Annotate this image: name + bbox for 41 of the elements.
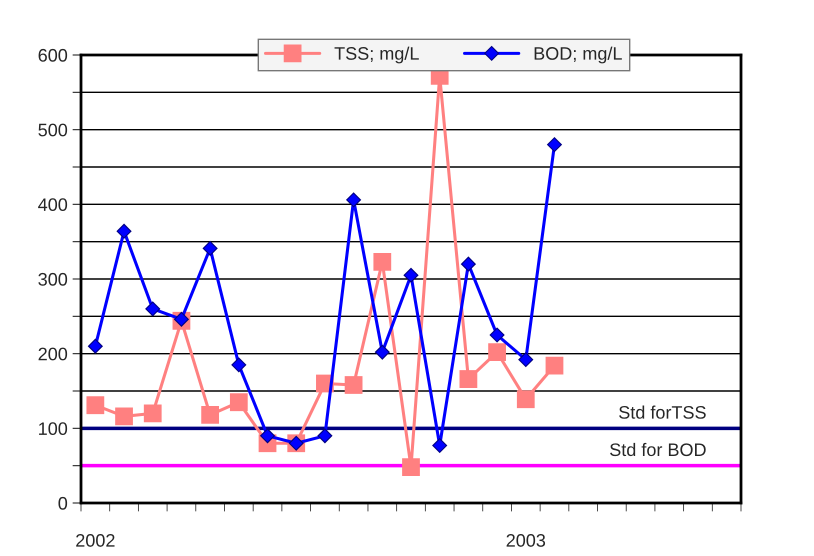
point: [202, 240, 218, 256]
point: [546, 356, 564, 374]
point: [373, 252, 392, 271]
point: [402, 458, 420, 476]
point: [201, 406, 220, 424]
point: [174, 312, 189, 327]
y-tick-label: 0: [58, 496, 68, 510]
y-tick-label: 500: [38, 124, 68, 136]
point: [432, 438, 448, 453]
point: [346, 192, 362, 208]
point: [460, 256, 476, 272]
point: [86, 396, 104, 414]
point: [404, 268, 418, 283]
point: [230, 393, 248, 412]
point: [490, 328, 505, 342]
point: [116, 224, 132, 239]
point: [516, 390, 535, 408]
point: [231, 357, 246, 372]
y-tick-label: 400: [38, 198, 68, 212]
legend-label: TSS; mg/L: [334, 46, 419, 64]
point: [518, 352, 534, 368]
x-tick-label: 2003: [506, 534, 546, 547]
point: [344, 376, 362, 394]
point: [145, 301, 160, 316]
y-tick-label: 600: [38, 48, 68, 62]
point: [260, 428, 275, 444]
point: [115, 408, 133, 426]
y-tick-label: 200: [38, 348, 68, 360]
point: [144, 404, 162, 422]
point: [460, 370, 478, 388]
point: [88, 338, 103, 354]
ref-line-label: Std forTSS: [619, 406, 706, 419]
y-tick-label: 100: [39, 422, 68, 436]
y-tick-label: 300: [38, 272, 68, 286]
ref-line-label: Std for BOD: [610, 442, 706, 456]
x-tick-label: 2002: [76, 534, 115, 547]
legend-label: BOD; mg/L: [534, 46, 622, 64]
point: [317, 428, 332, 444]
point: [488, 343, 506, 362]
point: [374, 344, 390, 360]
point: [547, 137, 562, 152]
